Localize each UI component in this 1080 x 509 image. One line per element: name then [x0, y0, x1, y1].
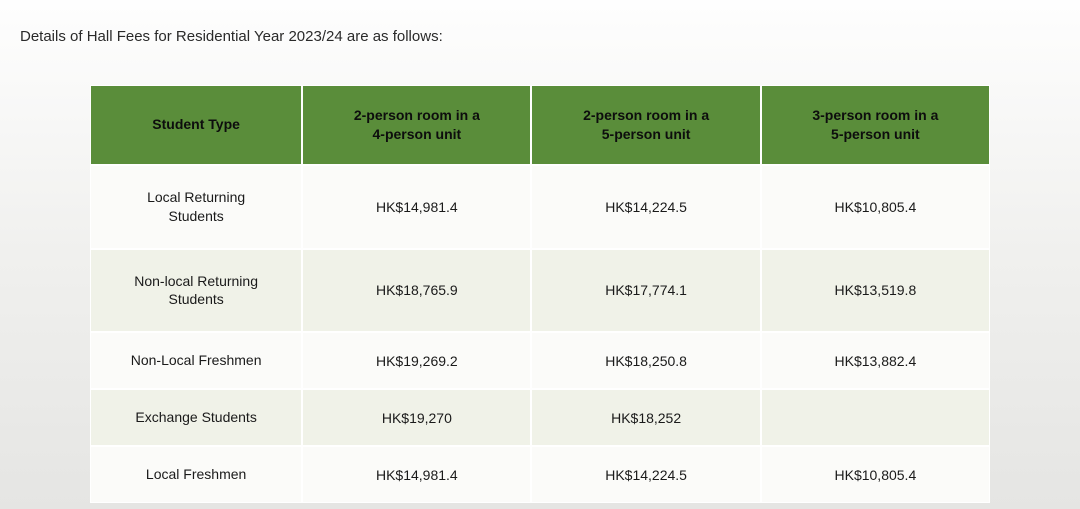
cell-fee: HK$13,519.8: [761, 249, 990, 333]
table-row: Non-local ReturningStudents HK$18,765.9 …: [90, 249, 990, 333]
cell-fee: HK$10,805.4: [761, 446, 990, 503]
cell-fee: HK$19,269.2: [302, 332, 531, 389]
col-student-type: Student Type: [90, 85, 302, 165]
cell-fee: HK$18,765.9: [302, 249, 531, 333]
cell-fee: HK$14,224.5: [531, 165, 760, 249]
cell-student-type: Local Freshmen: [90, 446, 302, 503]
fees-table: Student Type 2-person room in a4-person …: [90, 85, 990, 503]
cell-fee: HK$14,224.5: [531, 446, 760, 503]
cell-fee: HK$18,250.8: [531, 332, 760, 389]
cell-student-type: Non-local ReturningStudents: [90, 249, 302, 333]
cell-student-type: Exchange Students: [90, 389, 302, 446]
intro-text: Details of Hall Fees for Residential Yea…: [20, 28, 1060, 45]
table-row: Exchange Students HK$19,270 HK$18,252: [90, 389, 990, 446]
cell-fee: HK$18,252: [531, 389, 760, 446]
fees-table-container: Student Type 2-person room in a4-person …: [20, 85, 1060, 503]
table-row: Local Freshmen HK$14,981.4 HK$14,224.5 H…: [90, 446, 990, 503]
cell-fee: HK$14,981.4: [302, 446, 531, 503]
cell-fee: HK$19,270: [302, 389, 531, 446]
col-room-2p-5u: 2-person room in a5-person unit: [531, 85, 760, 165]
table-row: Non-Local Freshmen HK$19,269.2 HK$18,250…: [90, 332, 990, 389]
cell-fee: HK$14,981.4: [302, 165, 531, 249]
col-room-2p-4u: 2-person room in a4-person unit: [302, 85, 531, 165]
cell-student-type: Non-Local Freshmen: [90, 332, 302, 389]
cell-fee: HK$10,805.4: [761, 165, 990, 249]
cell-fee: [761, 389, 990, 446]
cell-student-type: Local ReturningStudents: [90, 165, 302, 249]
col-room-3p-5u: 3-person room in a5-person unit: [761, 85, 990, 165]
table-header-row: Student Type 2-person room in a4-person …: [90, 85, 990, 165]
table-row: Local ReturningStudents HK$14,981.4 HK$1…: [90, 165, 990, 249]
cell-fee: HK$13,882.4: [761, 332, 990, 389]
cell-fee: HK$17,774.1: [531, 249, 760, 333]
